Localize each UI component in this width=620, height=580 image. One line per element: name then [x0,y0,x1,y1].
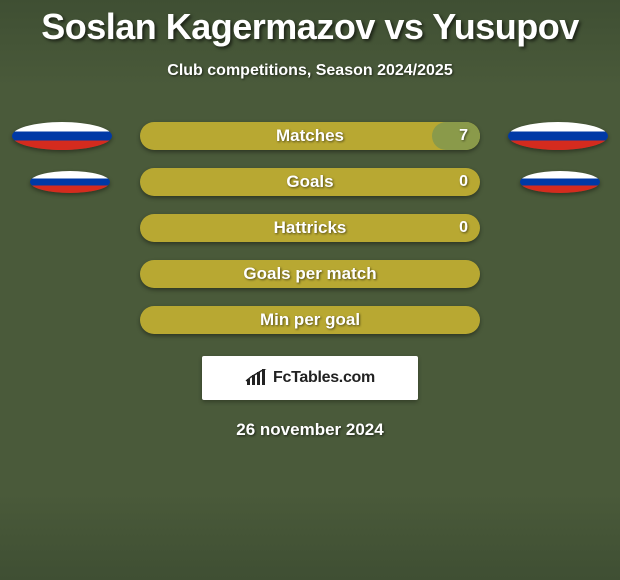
stat-row-hattricks: Hattricks 0 [0,214,620,242]
chart-bars-icon [245,369,269,387]
stat-bar: Matches 7 [140,122,480,150]
stat-row-min-per-goal: Min per goal [0,306,620,334]
flag-left-icon [30,171,110,193]
page-title: Soslan Kagermazov vs Yusupov [0,0,620,48]
stat-rows: Matches 7 Goals 0 Hattricks 0 Goals per … [0,122,620,334]
date-text: 26 november 2024 [0,420,620,440]
source-badge-text: FcTables.com [273,369,375,387]
stat-value-right: 0 [459,173,468,191]
stat-label: Goals per match [243,264,376,284]
bar-fill [432,122,480,150]
stat-value-right: 0 [459,219,468,237]
source-badge: FcTables.com [202,356,418,400]
stat-bar: Hattricks 0 [140,214,480,242]
stat-bar: Min per goal [140,306,480,334]
stat-label: Hattricks [274,218,347,238]
stat-bar: Goals 0 [140,168,480,196]
page-subtitle: Club competitions, Season 2024/2025 [0,62,620,80]
stat-value-right: 7 [459,127,468,145]
flag-left-icon [12,122,112,150]
stat-label: Min per goal [260,310,360,330]
stat-label: Goals [286,172,333,192]
flag-right-icon [508,122,608,150]
stat-row-goals: Goals 0 [0,168,620,196]
stat-row-goals-per-match: Goals per match [0,260,620,288]
flag-right-icon [520,171,600,193]
stat-row-matches: Matches 7 [0,122,620,150]
stat-bar: Goals per match [140,260,480,288]
stat-label: Matches [276,126,344,146]
